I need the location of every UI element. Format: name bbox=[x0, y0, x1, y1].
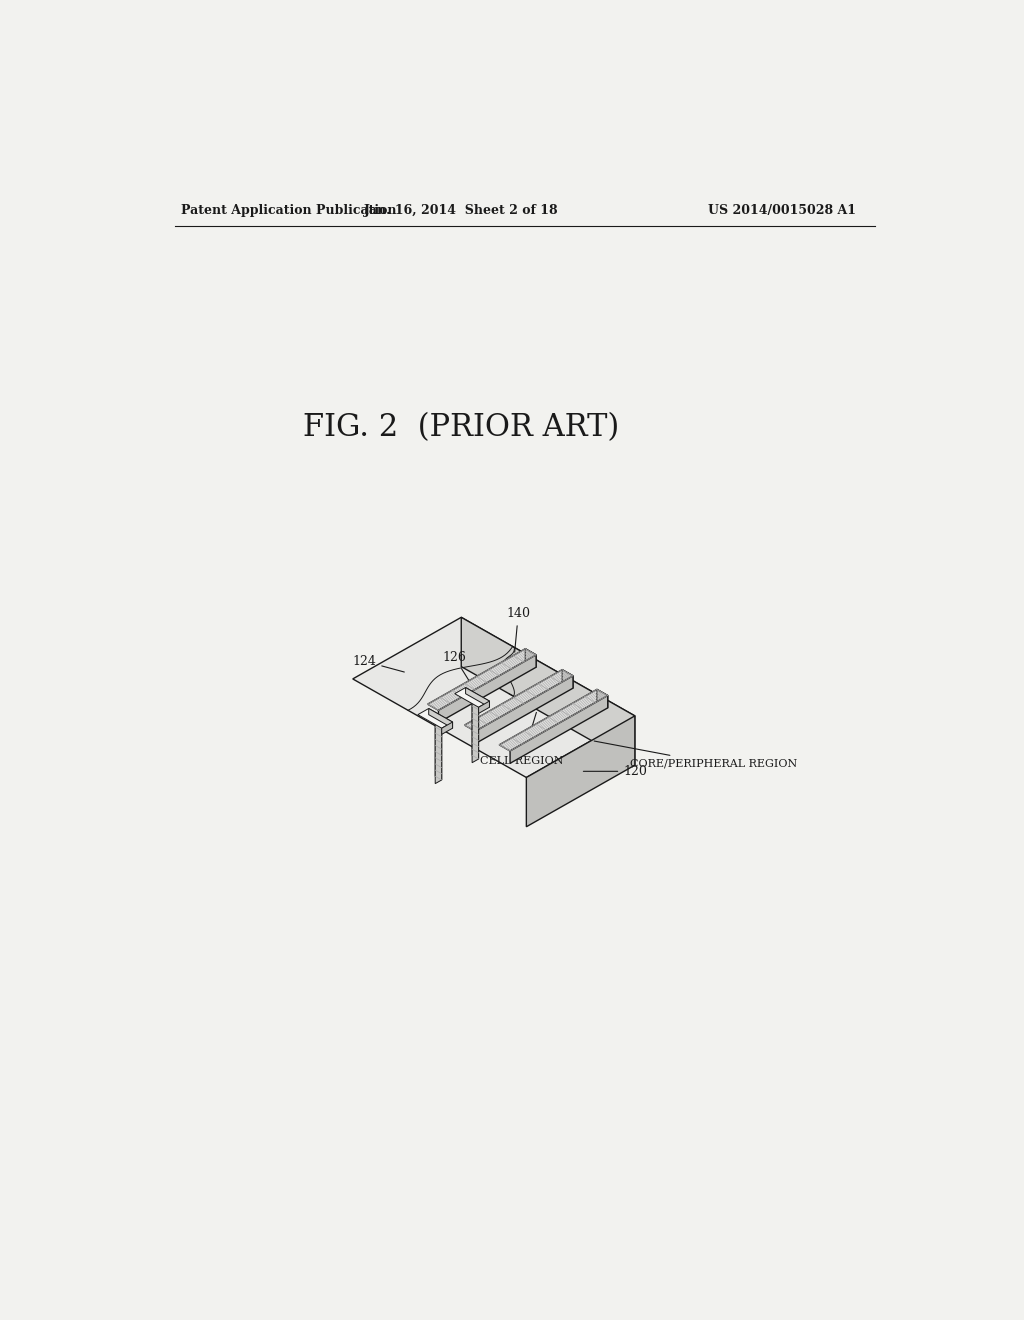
Polygon shape bbox=[525, 648, 537, 667]
Text: CORE/PERIPHERAL REGION: CORE/PERIPHERAL REGION bbox=[594, 741, 798, 768]
Polygon shape bbox=[465, 669, 573, 731]
Text: FIG. 2  (PRIOR ART): FIG. 2 (PRIOR ART) bbox=[303, 412, 620, 444]
Text: 140: 140 bbox=[506, 607, 530, 652]
Polygon shape bbox=[478, 701, 489, 713]
Text: US 2014/0015028 A1: US 2014/0015028 A1 bbox=[709, 205, 856, 218]
Polygon shape bbox=[500, 689, 607, 751]
Polygon shape bbox=[418, 709, 453, 729]
Polygon shape bbox=[441, 722, 453, 734]
Polygon shape bbox=[435, 718, 441, 784]
Polygon shape bbox=[510, 696, 607, 763]
Text: Patent Application Publication: Patent Application Publication bbox=[180, 205, 396, 218]
Text: CELL REGION: CELL REGION bbox=[480, 713, 563, 766]
Text: Jan. 16, 2014  Sheet 2 of 18: Jan. 16, 2014 Sheet 2 of 18 bbox=[364, 205, 558, 218]
Polygon shape bbox=[455, 688, 489, 708]
Polygon shape bbox=[472, 694, 478, 759]
Polygon shape bbox=[562, 669, 573, 688]
Text: 124: 124 bbox=[352, 655, 404, 672]
Polygon shape bbox=[438, 655, 537, 722]
Polygon shape bbox=[475, 676, 573, 743]
Polygon shape bbox=[466, 688, 489, 708]
Polygon shape bbox=[428, 648, 537, 710]
Polygon shape bbox=[472, 697, 478, 763]
Polygon shape bbox=[435, 714, 441, 780]
Polygon shape bbox=[429, 709, 453, 729]
Text: 120: 120 bbox=[584, 764, 647, 777]
Polygon shape bbox=[597, 689, 607, 708]
Polygon shape bbox=[352, 618, 635, 777]
Polygon shape bbox=[526, 715, 635, 826]
Polygon shape bbox=[461, 618, 635, 766]
Text: 126: 126 bbox=[442, 651, 476, 692]
